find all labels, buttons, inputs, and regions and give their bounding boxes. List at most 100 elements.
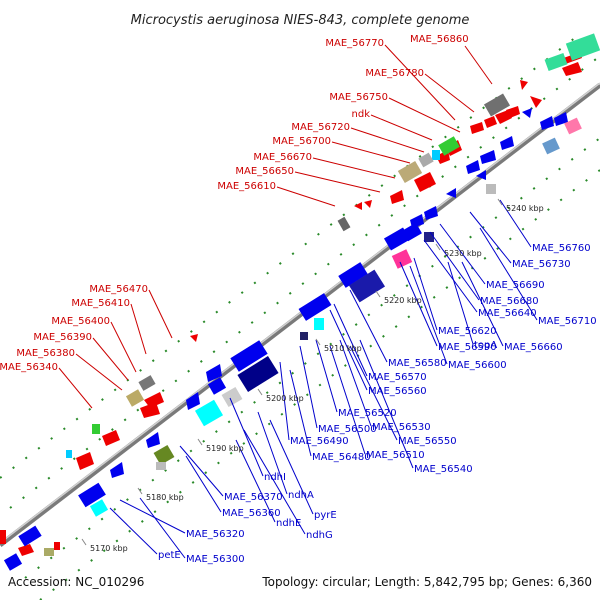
gene-feature	[500, 136, 514, 150]
gene-label: petE	[158, 550, 181, 561]
gene-feature	[564, 117, 582, 135]
tick-mark	[497, 198, 503, 206]
gene-label: MAE_56520	[338, 408, 397, 419]
tick-label: 5230 kbp	[444, 249, 482, 258]
gene-label: MAE_56370	[224, 492, 283, 503]
leader-line	[139, 497, 186, 559]
gene-label: MAE_56410	[71, 298, 130, 309]
tick-mark	[435, 243, 441, 251]
leader-line	[269, 419, 314, 515]
gene-feature	[470, 122, 484, 134]
position-ticks: 5170 kbp 5180 kbp 5190 kbp 5200 kbp 5210 kbp…	[81, 198, 544, 553]
tick-label: 5190 kbp	[206, 444, 244, 453]
map-title: Microcystis aeruginosa NIES-843, complet…	[131, 13, 470, 28]
tick-label: 5200 kbp	[266, 394, 304, 403]
leader-line	[179, 445, 224, 497]
gene-feature	[298, 293, 332, 321]
gene-label: MAE_56530	[372, 422, 431, 433]
gene-feature	[554, 112, 568, 126]
gene-feature	[78, 482, 106, 508]
gene-feature	[207, 377, 227, 395]
gene-feature	[146, 432, 160, 448]
leader-line	[464, 45, 493, 85]
gene-label: MAE_56640	[478, 308, 537, 319]
gene-feature	[424, 206, 438, 220]
gene-label: ndhA	[288, 490, 314, 501]
leader-line	[243, 429, 306, 535]
gene-feature	[156, 462, 166, 470]
gene-feature	[66, 450, 72, 458]
leader-line	[339, 339, 372, 427]
gene-feature	[54, 542, 60, 550]
gene-feature	[540, 116, 554, 130]
leader-line	[350, 127, 425, 153]
gene-feature	[186, 392, 200, 410]
gene-label: ndhE	[276, 518, 301, 529]
accession-text: Accession: NC_010296	[8, 575, 144, 589]
leader-line	[469, 211, 512, 264]
leader-line	[110, 321, 137, 373]
gene-label: MAE_56340	[0, 362, 58, 373]
gene-label: MAE_56750	[329, 92, 388, 103]
gene-label: MAE_56560	[368, 386, 427, 397]
gene-feature	[110, 462, 124, 478]
gene-label: MAE_56650	[235, 166, 294, 177]
gene-label: MAE_56300	[186, 554, 245, 565]
gene-feature	[402, 222, 422, 242]
gene-label: MAE_56700	[272, 136, 331, 147]
gene-feature	[76, 452, 94, 470]
gene-feature	[140, 402, 160, 418]
leader-line	[119, 499, 186, 534]
gene-feature	[391, 249, 413, 269]
leader-line	[370, 114, 433, 141]
leader-line	[148, 289, 173, 339]
leader-line	[130, 303, 147, 355]
gene-feature	[484, 116, 497, 128]
leader-line	[58, 367, 93, 409]
gene-label: MAE_56680	[480, 296, 539, 307]
gene-feature	[520, 80, 528, 90]
leader-line	[333, 303, 368, 377]
gene-feature	[397, 160, 423, 184]
gene-feature	[432, 150, 440, 160]
gene-feature	[3, 553, 23, 571]
leader-line	[349, 345, 398, 441]
gene-feature	[390, 190, 404, 204]
gene-feature	[506, 106, 520, 118]
leader-line	[423, 239, 478, 313]
leader-line	[185, 455, 222, 513]
tick-mark	[197, 438, 203, 446]
gene-label: MAE_56730	[512, 259, 571, 270]
genome-backbone	[0, 82, 600, 547]
tick-mark	[257, 388, 263, 396]
leader-line	[329, 309, 368, 391]
gene-feature	[522, 108, 532, 118]
gene-label: MAE_56480	[312, 452, 371, 463]
gene-label: MAE_56580	[388, 358, 447, 369]
gene-feature	[414, 172, 436, 192]
tick-mark	[137, 487, 143, 495]
leader-line	[429, 231, 480, 301]
gene-feature	[338, 262, 368, 288]
gene-feature	[486, 184, 496, 194]
gene-feature	[446, 188, 456, 198]
gene-label: MAE_56390	[33, 332, 92, 343]
gene-label: MAE_56770	[325, 38, 384, 49]
gene-feature	[44, 548, 54, 556]
tick-label: 5210 kbp	[324, 344, 362, 353]
gene-feature	[92, 424, 100, 434]
gene-label: ndk	[352, 109, 371, 120]
leader-line	[92, 337, 129, 381]
gene-label: MAE_56470	[89, 284, 148, 295]
leader-line	[257, 411, 288, 495]
gene-feature	[237, 355, 279, 393]
gene-label: ndhI	[264, 472, 286, 483]
gene-label: MAE_56760	[532, 243, 591, 254]
gene-label: MAE_56710	[538, 316, 597, 327]
gene-feature	[466, 160, 480, 174]
leader-line	[413, 257, 438, 331]
gene-feature	[144, 392, 164, 408]
gene-label: MAE_56670	[253, 152, 312, 163]
gene-label: MAE_56620	[438, 326, 497, 337]
gene-label: topA	[474, 340, 497, 351]
